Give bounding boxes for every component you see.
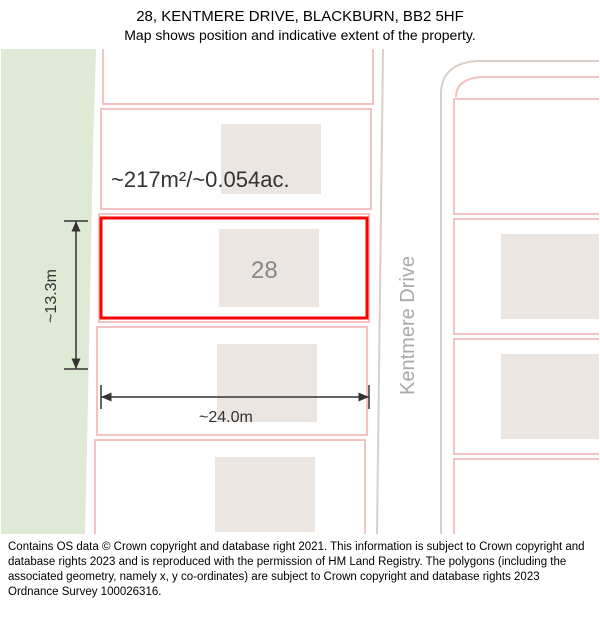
header: 28, KENTMERE DRIVE, BLACKBURN, BB2 5HF M… [0,0,600,49]
copyright-footer: Contains OS data © Crown copyright and d… [0,534,600,606]
map: ~217m²/~0.054ac. 28 Kentmere Drive ~24.0… [1,49,599,534]
page-title: 28, KENTMERE DRIVE, BLACKBURN, BB2 5HF [10,8,590,25]
page-subtitle: Map shows position and indicative extent… [10,27,590,43]
map-svg [1,49,599,534]
